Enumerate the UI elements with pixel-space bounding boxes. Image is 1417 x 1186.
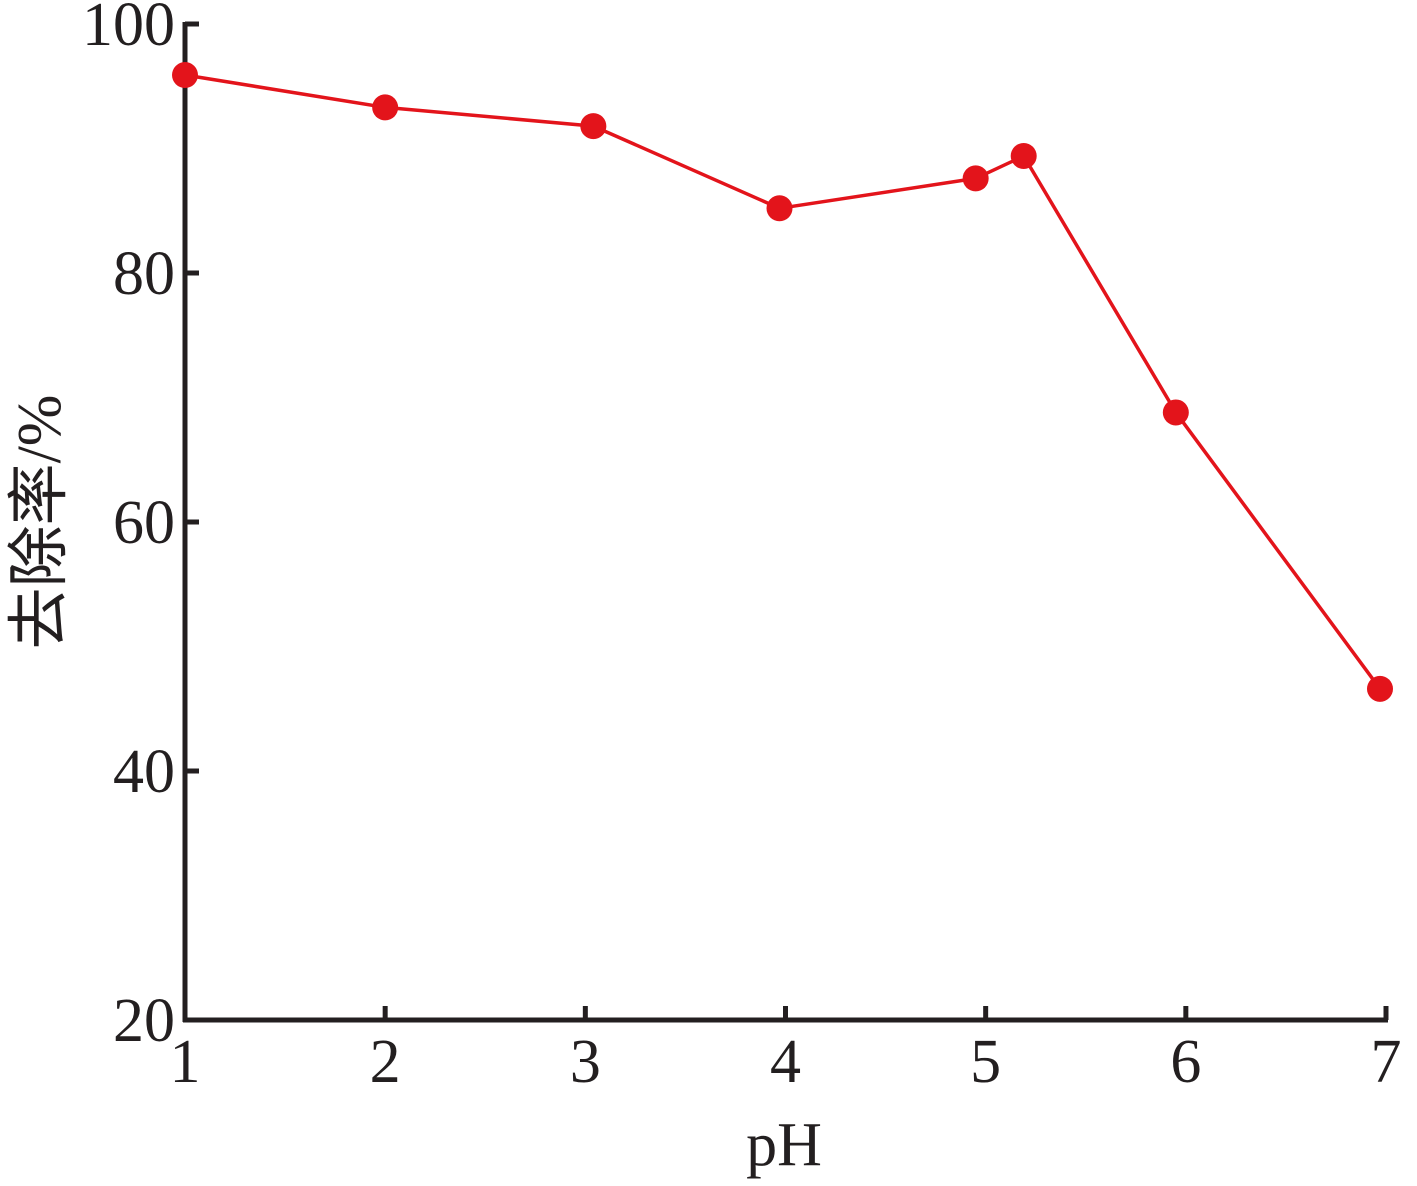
data-point: [962, 165, 989, 192]
x-tick-label: 4: [770, 1028, 801, 1096]
x-tick-label: 2: [370, 1028, 401, 1096]
data-point: [766, 195, 793, 222]
y-tick-label: 20: [113, 987, 175, 1055]
y-tick-label: 40: [113, 738, 175, 806]
series-layer: [172, 62, 1393, 702]
data-point: [1366, 675, 1393, 702]
data-point: [1010, 142, 1037, 169]
y-tick-label: 80: [113, 240, 175, 308]
y-tick-label: 60: [113, 489, 175, 557]
data-point: [172, 62, 198, 89]
tick-marks: [182, 21, 1389, 1023]
y-tick-label: 100: [82, 0, 175, 59]
x-tick-label: 7: [1371, 1028, 1402, 1096]
data-point: [580, 113, 607, 140]
x-tick-label: 5: [970, 1028, 1001, 1096]
y-axis-title: 去除率/%: [6, 395, 74, 650]
data-point: [372, 94, 399, 121]
x-tick-label: 1: [170, 1028, 201, 1096]
axes: [182, 22, 1388, 1023]
x-tick-label: 3: [570, 1028, 601, 1096]
x-axis-title: pH: [746, 1111, 822, 1179]
tick-labels: 20 40 60 80 100 1 2 3 4 5 6 7: [82, 0, 1402, 1096]
series-line: [184, 73, 1382, 690]
x-tick-label: 6: [1170, 1028, 1201, 1096]
data-point: [1162, 399, 1189, 426]
